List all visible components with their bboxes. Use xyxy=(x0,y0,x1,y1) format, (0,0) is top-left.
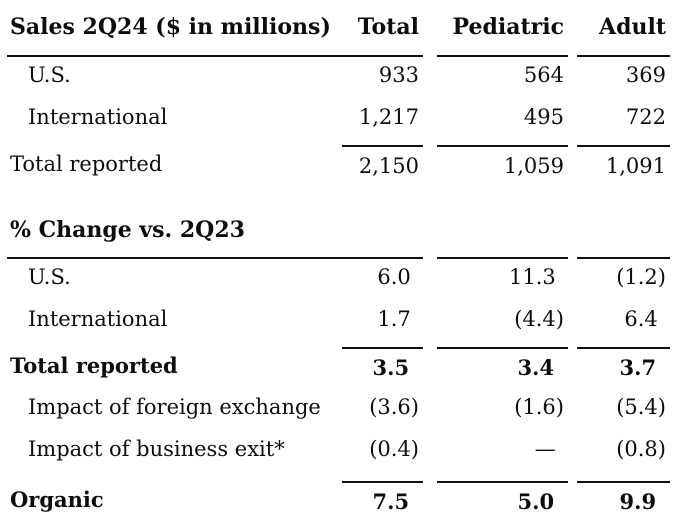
table-row: U.S. 933 564 369 xyxy=(7,57,681,99)
value-text: 564 xyxy=(523,63,564,87)
table-row: U.S. 6.0) 11.3) (1.2) xyxy=(7,259,681,301)
value-cell: 7.5) xyxy=(342,481,423,523)
row-label: U.S. xyxy=(28,265,71,289)
column-header-adult: Adult xyxy=(577,0,670,57)
value-text: (1.6) xyxy=(514,395,564,419)
value-text: (4.4) xyxy=(514,307,564,331)
row-label: International xyxy=(28,105,168,129)
value-cell: 11.3) xyxy=(437,259,568,301)
value-text: 369 xyxy=(625,63,666,87)
section-title: Sales 2Q24 ($ in millions) xyxy=(7,0,342,57)
value-text: 6.0 xyxy=(377,265,411,289)
table-row: International 1,217 495 722 xyxy=(7,99,681,141)
value-text: 6.4 xyxy=(624,307,658,331)
table-row: Total reported 3.5) 3.4)3.7) xyxy=(7,347,681,389)
value-text: 3.4 xyxy=(517,355,555,380)
table-header-row: Sales 2Q24 ($ in millions) Total Pediatric… xyxy=(7,0,681,57)
value-text: (5.4) xyxy=(616,395,666,419)
value-cell: 1.7) xyxy=(342,301,423,343)
table-row: Impact of business exit* (0.4) —) (0.8) xyxy=(7,431,681,473)
value-text: (0.8) xyxy=(616,437,666,461)
value-text: (0.4) xyxy=(369,437,419,461)
value-cell: (1.2) xyxy=(577,259,670,301)
value-cell: —) xyxy=(437,431,568,473)
value-text: 1.7 xyxy=(377,307,411,331)
value-text: 9.9 xyxy=(619,489,657,514)
table-row: Organic 7.5) 5.0)9.9) xyxy=(7,481,681,523)
value-cell: 2,150 xyxy=(342,145,423,187)
value-cell: 933 xyxy=(342,57,423,99)
row-label: Total reported xyxy=(10,152,163,176)
column-header-adult xyxy=(577,205,670,259)
value-cell: 3.4) xyxy=(437,347,568,389)
value-cell: 564 xyxy=(437,57,568,99)
value-text: — xyxy=(534,437,556,461)
table-section: % Change vs. 2Q23 U.S. 6.0) 11.3) (1.2) Inter… xyxy=(7,205,681,523)
table-row: Total reported 2,150 1,059 1,091 xyxy=(7,145,681,187)
row-label: Impact of foreign exchange xyxy=(28,395,321,419)
value-text: 5.0 xyxy=(517,489,555,514)
table-section: Sales 2Q24 ($ in millions) Total Pediatric… xyxy=(7,0,681,187)
row-label: U.S. xyxy=(28,63,71,87)
value-text: 933 xyxy=(378,63,419,87)
value-text: 3.5 xyxy=(372,355,410,380)
table-row: International 1.7) (4.4) 6.4) xyxy=(7,301,681,343)
table-header-row: % Change vs. 2Q23 xyxy=(7,205,681,259)
column-header-total: Total xyxy=(342,0,423,57)
row-label: Total reported xyxy=(10,353,178,378)
value-cell: 1,091 xyxy=(577,145,670,187)
value-text: 3.7 xyxy=(619,355,657,380)
value-cell: (5.4) xyxy=(577,389,670,431)
column-header-total xyxy=(342,205,423,259)
value-cell: (0.8) xyxy=(577,431,670,473)
value-cell: 3.5) xyxy=(342,347,423,389)
value-cell: (3.6) xyxy=(342,389,423,431)
value-cell: 9.9) xyxy=(577,481,670,523)
value-cell: 6.4) xyxy=(577,301,670,343)
value-cell: 3.7) xyxy=(577,347,670,389)
column-header-pediatric xyxy=(437,205,568,259)
value-text: 1,091 xyxy=(605,154,666,178)
value-cell: 6.0) xyxy=(342,259,423,301)
section-title: % Change vs. 2Q23 xyxy=(7,205,342,259)
value-cell: (1.6) xyxy=(437,389,568,431)
value-text: 2,150 xyxy=(358,154,419,178)
value-text: 1,217 xyxy=(358,105,419,129)
value-text: 11.3 xyxy=(509,265,556,289)
value-cell: (4.4) xyxy=(437,301,568,343)
value-cell: 722 xyxy=(577,99,670,141)
table-row: Impact of foreign exchange (3.6) (1.6) (5.4… xyxy=(7,389,681,431)
column-header-pediatric: Pediatric xyxy=(437,0,568,57)
value-text: 7.5 xyxy=(372,489,410,514)
value-text: 722 xyxy=(625,105,666,129)
value-cell: 5.0) xyxy=(437,481,568,523)
value-cell: 1,059 xyxy=(437,145,568,187)
value-text: 1,059 xyxy=(503,154,564,178)
row-label: International xyxy=(28,307,168,331)
value-cell: 369 xyxy=(577,57,670,99)
value-cell: 495 xyxy=(437,99,568,141)
value-text: (3.6) xyxy=(369,395,419,419)
row-label: Impact of business exit* xyxy=(28,437,285,461)
row-label: Organic xyxy=(10,487,104,512)
value-cell: (0.4) xyxy=(342,431,423,473)
value-text: 495 xyxy=(523,105,564,129)
value-text: (1.2) xyxy=(616,265,666,289)
value-cell: 1,217 xyxy=(342,99,423,141)
